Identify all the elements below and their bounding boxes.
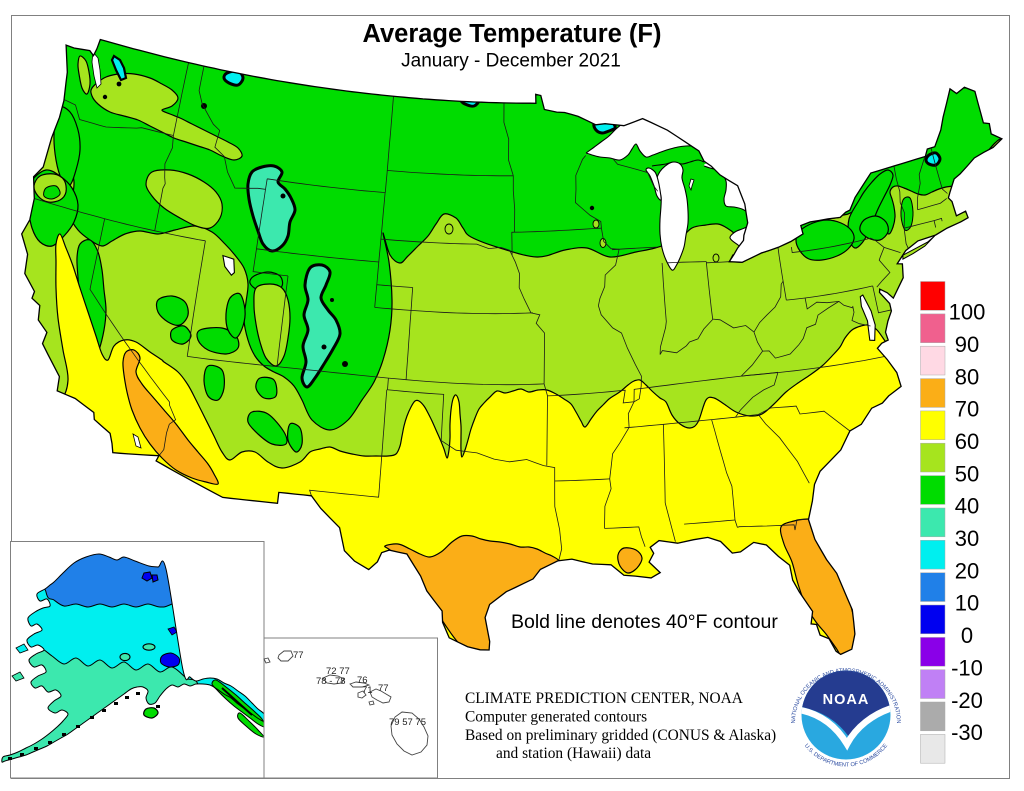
svg-text:90: 90: [955, 332, 979, 357]
svg-text:and station (Hawaii) data: and station (Hawaii) data: [496, 745, 651, 762]
svg-text:0: 0: [961, 623, 973, 648]
svg-text:80: 80: [955, 364, 979, 389]
svg-text:100: 100: [949, 300, 986, 325]
svg-text:Bold line denotes 40°F contour: Bold line denotes 40°F contour: [511, 611, 778, 633]
svg-text:-20: -20: [951, 688, 983, 713]
svg-text:60: 60: [955, 429, 979, 454]
svg-text:71: 71: [362, 685, 373, 696]
svg-text:70: 70: [955, 397, 979, 422]
svg-text:77: 77: [378, 683, 389, 694]
svg-text:Based on preliminary gridded (: Based on preliminary gridded (CONUS & Al…: [465, 727, 776, 744]
svg-text:-30: -30: [951, 720, 983, 745]
svg-text:50: 50: [955, 461, 979, 486]
svg-text:72 77: 72 77: [326, 666, 350, 677]
svg-text:10: 10: [955, 591, 979, 616]
svg-text:CLIMATE PREDICTION CENTER, NOA: CLIMATE PREDICTION CENTER, NOAA: [465, 690, 743, 707]
svg-text:January - December 2021: January - December 2021: [401, 51, 621, 72]
svg-text:30: 30: [955, 526, 979, 551]
svg-text:Average Temperature (F): Average Temperature (F): [362, 20, 661, 48]
svg-text:40: 40: [955, 494, 979, 519]
svg-text:76: 76: [357, 675, 368, 686]
svg-text:77: 77: [293, 650, 304, 661]
svg-text:20: 20: [955, 558, 979, 583]
svg-text:NOAA: NOAA: [823, 692, 870, 708]
svg-text:79 57 75: 79 57 75: [389, 717, 426, 728]
svg-text:Computer generated contours: Computer generated contours: [465, 709, 647, 726]
svg-text:78 - 78: 78 - 78: [316, 676, 346, 687]
svg-text:-10: -10: [951, 655, 983, 680]
